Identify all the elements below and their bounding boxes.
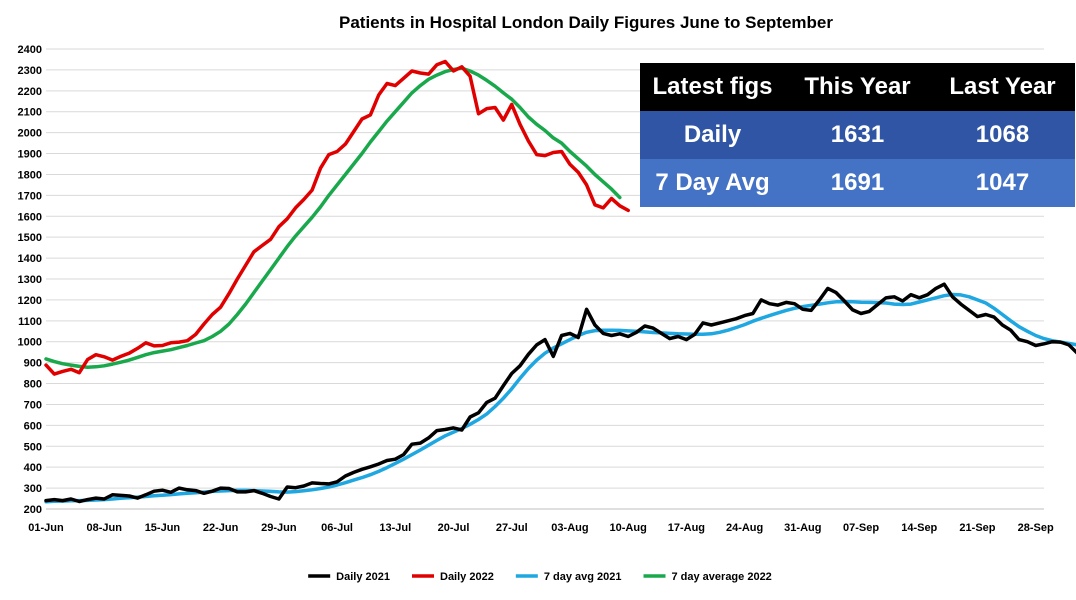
x-tick-label: 08-Jun (86, 522, 122, 534)
series-line-7-day-avg-2021 (44, 292, 1076, 504)
y-tick-label: 700 (24, 399, 42, 411)
y-tick-label: 1100 (18, 316, 42, 328)
legend: Daily 2021 Daily 2022 7 day avg 2021 7 day … (308, 571, 772, 583)
summary-header-last-year: Last Year (949, 73, 1056, 100)
y-tick-label: 2100 (18, 107, 42, 119)
x-tick-label: 07-Sep (843, 522, 879, 534)
chart-title: Patients in Hospital London Daily Figure… (339, 13, 833, 32)
summary-this-year-value: 1691 (830, 169, 885, 196)
x-tick-label: 13-Jul (379, 522, 411, 534)
y-tick-label: 1200 (18, 295, 42, 307)
y-tick-label: 500 (24, 441, 42, 453)
y-tick-label: 400 (24, 462, 42, 474)
summary-last-year-value: 1068 (975, 121, 1030, 148)
y-tick-label: 1000 (18, 337, 42, 349)
summary-row-label: 7 Day Avg (655, 169, 770, 196)
axes: 200 300 400 500 600 700 800 900 1000 1100 1200 1300… (18, 44, 1054, 534)
series-line-7-day-average-2022 (44, 66, 622, 369)
x-tick-label: 21-Sep (959, 522, 995, 534)
summary-table: Latest figs This Year Last Year Daily 16… (640, 63, 1075, 207)
summary-row-daily: Daily 1631 1068 (640, 111, 1075, 159)
y-tick-label: 300 (24, 483, 42, 495)
y-tick-label: 900 (24, 358, 42, 370)
x-tick-label: 31-Aug (784, 522, 821, 534)
legend-label: Daily 2022 (440, 571, 494, 583)
x-tick-label: 10-Aug (610, 522, 647, 534)
x-tick-label: 29-Jun (261, 522, 297, 534)
x-tick-label: 17-Aug (668, 522, 705, 534)
y-tick-label: 1600 (18, 211, 42, 223)
x-tick-label: 22-Jun (203, 522, 239, 534)
x-tick-label: 27-Jul (496, 522, 528, 534)
series-line-daily-2022 (44, 59, 630, 376)
summary-row-label: Daily (683, 121, 742, 148)
x-tick-label: 01-Jun (28, 522, 64, 534)
x-tick-label: 28-Sep (1018, 522, 1054, 534)
y-tick-label: 2400 (18, 44, 42, 56)
x-tick-label: 24-Aug (726, 522, 763, 534)
y-tick-label: 1700 (18, 190, 42, 202)
x-tick-label: 20-Jul (438, 522, 470, 534)
x-tick-label: 03-Aug (551, 522, 588, 534)
y-tick-label: 1900 (18, 149, 42, 161)
series-line-daily-2021 (44, 282, 1076, 504)
legend-label: 7 day avg 2021 (544, 571, 622, 583)
x-tick-label: 06-Jul (321, 522, 353, 534)
y-tick-label: 2000 (18, 128, 42, 140)
legend-label: 7 day average 2022 (672, 571, 772, 583)
y-tick-label: 200 (24, 504, 42, 516)
y-tick-label: 600 (24, 420, 42, 432)
y-tick-label: 2300 (18, 65, 42, 77)
y-tick-label: 2200 (18, 86, 42, 98)
summary-header-this-year: This Year (804, 73, 911, 100)
summary-this-year-value: 1631 (830, 121, 885, 148)
summary-row-7day-avg: 7 Day Avg 1691 1047 (640, 159, 1075, 207)
gridlines (46, 48, 1044, 489)
summary-header-label: Latest figs (652, 73, 773, 100)
y-tick-label: 1500 (18, 232, 42, 244)
y-tick-label: 1400 (18, 253, 42, 265)
x-tick-label: 14-Sep (901, 522, 937, 534)
y-tick-label: 1800 (18, 169, 42, 181)
x-tick-label: 15-Jun (145, 522, 181, 534)
y-tick-label: 1300 (18, 274, 42, 286)
y-tick-label: 800 (24, 379, 42, 391)
summary-header-row: Latest figs This Year Last Year (640, 63, 1075, 111)
series-lines (44, 59, 1076, 504)
legend-label: Daily 2021 (336, 571, 390, 583)
summary-last-year-value: 1047 (975, 169, 1030, 196)
